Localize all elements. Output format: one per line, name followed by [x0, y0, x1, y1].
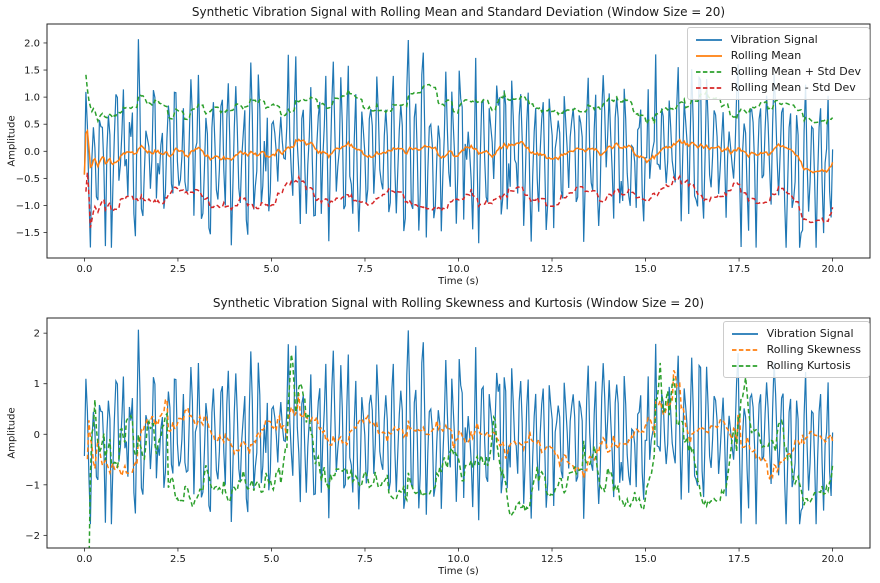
- y-tick-label: 1.5: [24, 66, 40, 77]
- legend-line-swatch: [695, 70, 722, 73]
- y-tick-label: 2: [34, 329, 40, 340]
- x-tick-label: 5.0: [264, 264, 280, 275]
- x-tick-label: 2.5: [170, 264, 186, 275]
- legend-item: Rolling Mean + Std Dev: [694, 64, 861, 79]
- y-tick-label: 0.5: [24, 120, 40, 131]
- legend-line-swatch: [695, 86, 722, 89]
- y-tick-label: 1.0: [24, 93, 40, 104]
- series-rolling-mean: [83, 128, 834, 175]
- y-tick-label: 0.0: [24, 147, 40, 158]
- x-tick-label: 7.5: [357, 554, 373, 565]
- legend-line-swatch: [731, 332, 758, 335]
- x-tick-label: 0.0: [76, 264, 92, 275]
- bottom-x-axis-label: Time (s): [438, 566, 479, 577]
- y-tick-label: 0: [34, 430, 40, 441]
- y-tick-label: −0.5: [16, 174, 40, 185]
- x-tick-label: 10.0: [447, 554, 469, 565]
- series-rolling-mean-std-dev: [85, 172, 834, 228]
- x-tick-label: 12.5: [541, 264, 563, 275]
- x-tick-label: 15.0: [634, 554, 656, 565]
- series-vibration-signal: [83, 39, 834, 248]
- y-tick-label: −2: [25, 531, 40, 542]
- series-vibration-signal: [83, 329, 834, 525]
- x-tick-label: 2.5: [170, 554, 186, 565]
- x-tick-label: 17.5: [728, 554, 750, 565]
- legend-line-swatch: [731, 364, 758, 367]
- legend-label: Rolling Mean - Std Dev: [730, 81, 856, 94]
- legend-label: Rolling Mean: [730, 49, 802, 62]
- top-x-axis-label: Time (s): [438, 276, 479, 287]
- x-tick-label: 20.0: [821, 264, 843, 275]
- x-tick-label: 17.5: [728, 264, 750, 275]
- x-tick-label: 7.5: [357, 264, 373, 275]
- top-legend: Vibration Signal Rolling Mean Rolling Mean…: [686, 27, 870, 100]
- x-tick-label: 10.0: [447, 264, 469, 275]
- legend-item: Rolling Kurtosis: [730, 358, 861, 373]
- legend-item: Rolling Skewness: [730, 342, 861, 357]
- legend-label: Vibration Signal: [766, 327, 854, 340]
- legend-item: Vibration Signal: [730, 326, 861, 341]
- series-rolling-skewness: [86, 369, 834, 481]
- legend-line-swatch: [695, 54, 722, 57]
- y-tick-label: −1.0: [16, 201, 40, 212]
- bottom-legend: Vibration Signal Rolling Skewness Rolling …: [722, 321, 870, 378]
- x-tick-label: 5.0: [264, 554, 280, 565]
- legend-item: Vibration Signal: [694, 32, 861, 47]
- legend-item: Rolling Mean: [694, 48, 861, 63]
- bottom-chart: 0.0 2.5 5.0 7.5 10.0 12.5 15.0 17.5 20.0 −2 −1 0 1 2: [25, 317, 871, 565]
- legend-label: Vibration Signal: [730, 33, 818, 46]
- top-chart-title: Synthetic Vibration Signal with Rolling …: [191, 5, 726, 19]
- x-tick-label: 0.0: [76, 554, 92, 565]
- y-tick-label: 1: [34, 379, 40, 390]
- legend-line-swatch: [695, 38, 722, 41]
- x-tick-label: 15.0: [634, 264, 656, 275]
- y-tick-label: 2.0: [24, 38, 40, 49]
- legend-label: Rolling Kurtosis: [766, 359, 851, 372]
- top-y-axis-label: Amplitude: [6, 115, 18, 167]
- bottom-y-axis-label: Amplitude: [6, 407, 18, 459]
- legend-label: Rolling Mean + Std Dev: [730, 65, 861, 78]
- y-tick-label: −1: [25, 480, 40, 491]
- bottom-chart-title: Synthetic Vibration Signal with Rolling …: [212, 296, 705, 310]
- legend-label: Rolling Skewness: [766, 343, 861, 356]
- x-tick-label: 20.0: [821, 554, 843, 565]
- y-tick-label: −1.5: [16, 228, 40, 239]
- x-tick-label: 12.5: [541, 554, 563, 565]
- legend-line-swatch: [731, 348, 758, 351]
- legend-item: Rolling Mean - Std Dev: [694, 80, 861, 95]
